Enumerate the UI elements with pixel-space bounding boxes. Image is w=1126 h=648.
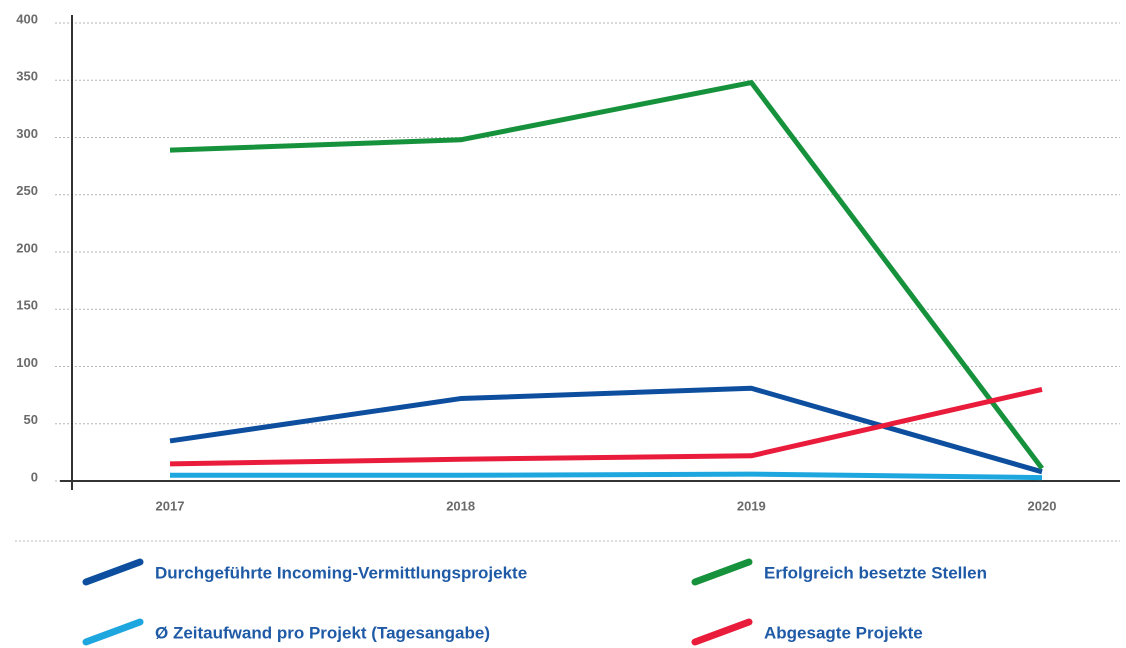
legend-swatch xyxy=(82,558,144,586)
legend-label: Ø Zeitaufwand pro Projekt (Tagesangabe) xyxy=(155,623,490,642)
legend-swatch xyxy=(691,558,753,586)
line-series xyxy=(169,386,1043,467)
line-series xyxy=(170,471,1043,481)
x-tick-label: 2017 xyxy=(156,498,185,513)
y-tick-label: 50 xyxy=(24,412,38,427)
legend-swatch xyxy=(82,618,144,646)
y-tick-label: 250 xyxy=(16,183,38,198)
legend-label: Durchgeführte Incoming-Vermittlungsproje… xyxy=(155,563,527,582)
legend-label: Abgesagte Projekte xyxy=(764,623,923,642)
legend-label: Erfolgreich besetzte Stellen xyxy=(764,563,987,582)
x-tick-label: 2019 xyxy=(737,498,766,513)
y-tick-label: 350 xyxy=(16,69,38,84)
legend-swatch xyxy=(691,618,753,646)
x-tick-label: 2018 xyxy=(446,498,475,513)
line-series xyxy=(169,80,1044,470)
y-tick-label: 300 xyxy=(16,126,38,141)
line-series xyxy=(169,385,1043,475)
y-tick-label: 100 xyxy=(16,355,38,370)
y-tick-label: 150 xyxy=(16,298,38,313)
y-tick-label: 0 xyxy=(31,469,38,484)
x-tick-label: 2020 xyxy=(1028,498,1057,513)
y-tick-label: 400 xyxy=(16,11,38,26)
y-tick-label: 200 xyxy=(16,240,38,255)
